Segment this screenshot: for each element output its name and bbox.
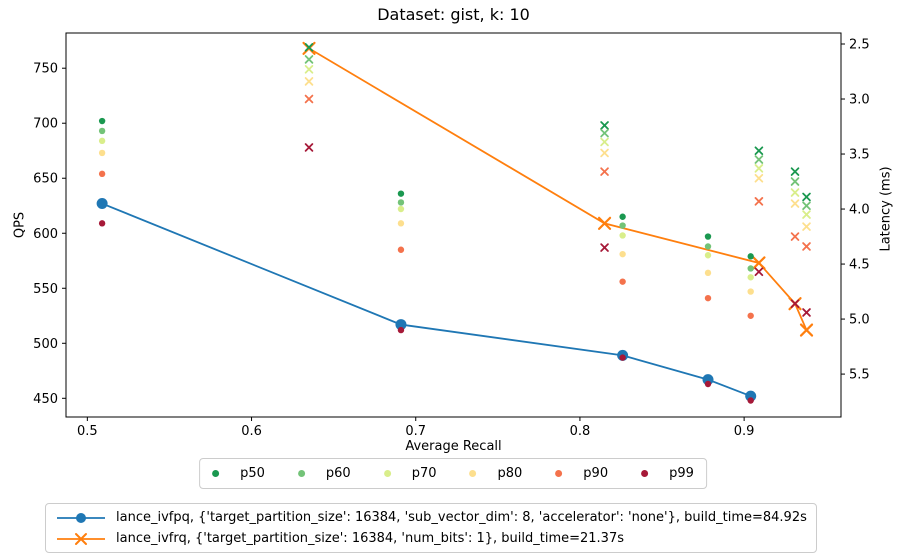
percentile-legend-item-p99: p99 [641, 466, 694, 481]
chart-title: Dataset: gist, k: 10 [377, 5, 530, 24]
percentile-marker-icon [469, 470, 477, 477]
percentile-marker-icon [297, 470, 305, 477]
qps-data-point [745, 390, 757, 402]
qps-data-point [702, 374, 714, 386]
latency-point-p50 [619, 213, 626, 220]
latency-point-p99 [98, 220, 106, 227]
percentile-label: p50 [240, 466, 265, 481]
qps-tick-label: 650 [33, 172, 58, 187]
latency-point-p70 [704, 252, 712, 259]
series-label: lance_ivfpq, {'target_partition_size': 1… [116, 510, 807, 525]
latency-tick-label: 2.5 [849, 38, 870, 53]
percentile-label: p70 [411, 466, 437, 481]
plot-frame [65, 32, 842, 418]
latency-scatter-lance_ivfpq [98, 117, 754, 404]
latency-point-p80 [704, 269, 712, 277]
x-tick-label: 0.9 [734, 424, 755, 439]
latency-point-p60 [747, 265, 754, 272]
percentile-label: p99 [669, 466, 694, 481]
latency-point-p99 [704, 380, 712, 388]
y-axis-label-left: QPS [12, 211, 28, 239]
series-marker-sample [57, 532, 105, 545]
latency-tick-label: 5.5 [849, 368, 870, 383]
qps-tick-label: 750 [33, 62, 58, 77]
latency-point-p80 [397, 220, 405, 227]
latency-point-p50 [747, 253, 754, 260]
percentile-legend-item-p50: p50 [212, 466, 265, 481]
percentile-legend-item-p70: p70 [383, 466, 437, 481]
x-tick-label: 0.6 [241, 424, 262, 439]
percentile-label: p90 [583, 466, 609, 481]
latency-point-p60 [619, 222, 626, 229]
percentile-label: p80 [497, 466, 523, 481]
latency-scatter-lance_ivfrq [304, 43, 811, 317]
x-tick-label: 0.8 [570, 424, 591, 439]
series-legend-item-lance_ivfpq: lance_ivfpq, {'target_partition_size': 1… [55, 507, 807, 528]
series-legend: lance_ivfpq, {'target_partition_size': 1… [45, 503, 817, 553]
x-axis-label: Average Recall [405, 439, 502, 454]
latency-point-p80 [747, 288, 754, 295]
latency-point-p90 [397, 246, 405, 253]
percentile-legend-item-p80: p80 [469, 466, 523, 481]
latency-point-p60 [704, 243, 712, 250]
y-axis-label-right: Latency (ms) [878, 166, 894, 252]
latency-point-p50 [98, 117, 106, 125]
latency-tick-label: 5.0 [849, 313, 870, 328]
percentile-marker-icon [383, 470, 391, 477]
latency-point-p80 [98, 149, 106, 157]
series-legend-item-lance_ivfrq: lance_ivfrq, {'target_partition_size': 1… [55, 528, 807, 549]
latency-axis-ticks: 2.5 3.0 3.5 4.0 4.5 5.0 5.5 [841, 38, 870, 383]
latency-point-p70 [98, 137, 106, 145]
latency-point-p50 [397, 190, 405, 197]
latency-point-p50 [704, 233, 712, 240]
latency-point-p60 [397, 199, 405, 206]
latency-point-p60 [98, 127, 106, 135]
latency-tick-label: 3.5 [849, 148, 870, 163]
latency-point-p80 [619, 250, 626, 258]
x-tick-label: 0.7 [405, 424, 426, 439]
qps-axis-ticks: 450 500 550 600 650 700 750 [33, 62, 66, 407]
latency-point-p99 [619, 354, 626, 361]
percentile-label: p60 [325, 466, 351, 481]
x-tick-label: 0.5 [77, 424, 98, 439]
percentile-marker-icon [641, 470, 649, 477]
percentile-legend: p50 p60 p70 p80 p90 p99 [199, 458, 707, 489]
latency-tick-label: 3.0 [849, 93, 870, 108]
latency-point-p70 [747, 274, 754, 281]
percentile-legend-item-p60: p60 [297, 466, 351, 481]
latency-point-p90 [704, 294, 712, 302]
percentile-legend-item-p90: p90 [555, 466, 608, 481]
latency-point-p90 [747, 312, 754, 319]
series-marker-sample [57, 512, 105, 523]
latency-point-p99 [747, 397, 754, 404]
x-axis-ticks: 0.5 0.6 0.7 0.8 0.9 [77, 417, 754, 439]
qps-tick-label: 500 [33, 337, 58, 352]
qps-line-lance_ivfrq [302, 41, 814, 337]
qps-tick-label: 700 [33, 117, 58, 132]
latency-point-p90 [619, 278, 626, 285]
series-label: lance_ivfrq, {'target_partition_size': 1… [116, 531, 624, 546]
latency-point-p90 [98, 170, 106, 178]
qps-data-point [395, 319, 407, 331]
latency-tick-label: 4.5 [849, 258, 870, 273]
latency-point-p70 [619, 232, 626, 239]
qps-line-lance_ivfpq [96, 198, 757, 402]
percentile-marker-icon [212, 470, 220, 477]
qps-tick-label: 550 [33, 282, 58, 297]
qps-data-point [96, 198, 108, 210]
percentile-marker-icon [555, 470, 563, 477]
qps-tick-label: 600 [33, 227, 58, 242]
latency-tick-label: 4.0 [849, 203, 870, 218]
latency-point-p99 [397, 326, 405, 334]
qps-tick-label: 450 [33, 392, 58, 407]
latency-point-p70 [397, 205, 405, 213]
